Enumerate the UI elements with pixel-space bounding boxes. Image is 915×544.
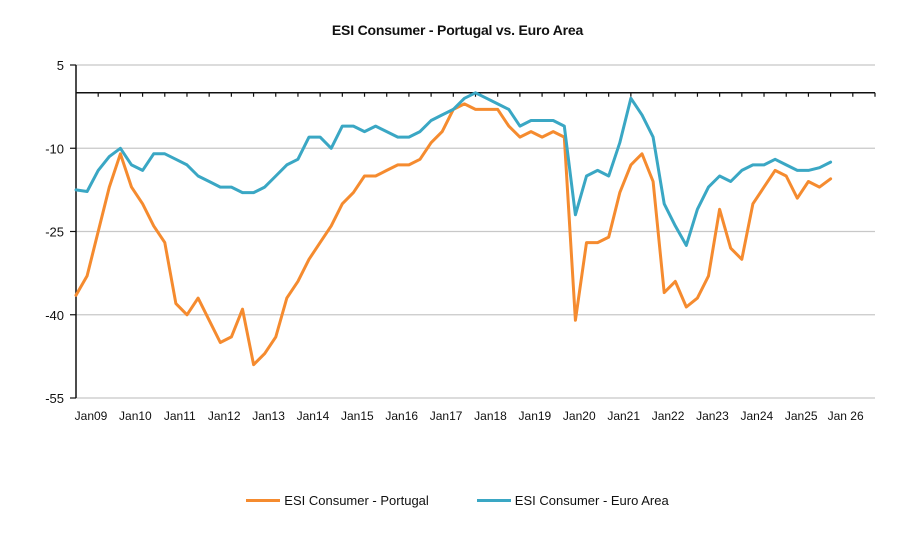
- x-tick-label: Jan11: [164, 409, 196, 423]
- x-tick-label: Jan23: [696, 409, 729, 423]
- x-tick-label: Jan18: [474, 409, 507, 423]
- x-tick-label: Jan21: [607, 409, 640, 423]
- x-tick-labels: Jan09 Jan10 Jan11 Jan12 Jan13 Jan14 Jan15 Jan16…: [75, 409, 864, 423]
- x-tick-label: Jan 26: [828, 409, 864, 423]
- legend: ESI Consumer - Portugal ESI Consumer - E…: [0, 493, 915, 508]
- x-tick-label: Jan20: [563, 409, 596, 423]
- legend-swatch-euro-area: [476, 499, 511, 502]
- y-tick-label: -55: [45, 391, 64, 406]
- x-tick-label: Jan25: [785, 409, 818, 423]
- gridlines: [76, 64, 875, 399]
- x-tick-label: Jan10: [119, 409, 152, 423]
- x-tick-label: Jan22: [652, 409, 685, 423]
- y-tick-label: -40: [45, 308, 64, 323]
- y-tick-label: -10: [45, 141, 64, 156]
- x-tick-label: Jan15: [341, 409, 374, 423]
- chart-title: ESI Consumer - Portugal vs. Euro Area: [331, 22, 584, 38]
- series-line-portugal: [74, 102, 833, 367]
- legend-item-portugal: ESI Consumer - Portugal: [246, 493, 429, 508]
- x-tick-label: Jan09: [75, 409, 108, 423]
- x-tick-label: Jan19: [519, 409, 552, 423]
- y-tick-label: 5: [57, 58, 64, 73]
- x-tick-label: Jan17: [430, 409, 463, 423]
- legend-label-euro-area: ESI Consumer - Euro Area: [514, 493, 669, 508]
- x-tick-label: Jan13: [252, 409, 285, 423]
- x-tick-label: Jan24: [740, 409, 773, 423]
- x-tick-label: Jan12: [208, 409, 241, 423]
- legend-swatch-portugal: [246, 499, 281, 502]
- y-tick-label: -25: [45, 225, 64, 240]
- legend-label-portugal: ESI Consumer - Portugal: [284, 493, 429, 508]
- x-tick-label: Jan16: [385, 409, 418, 423]
- legend-item-euro-area: ESI Consumer - Euro Area: [476, 493, 669, 508]
- x-tick-label: Jan14: [297, 409, 330, 423]
- series-lines: [74, 91, 833, 367]
- y-tick-labels: 5 -10 -25 -40 -55: [45, 58, 64, 406]
